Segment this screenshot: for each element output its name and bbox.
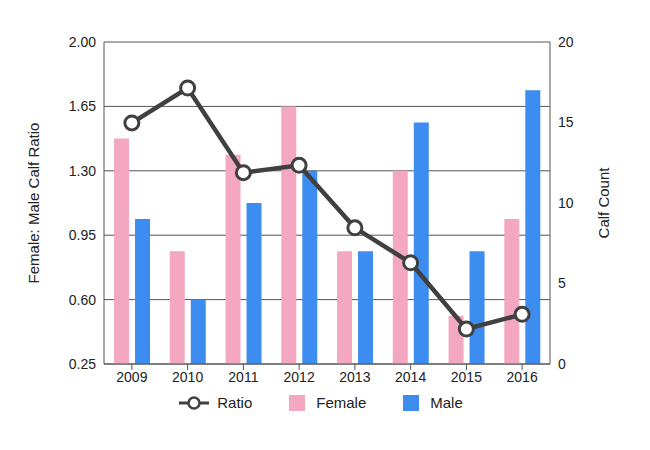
svg-text:2010: 2010 [172, 369, 203, 385]
svg-text:15: 15 [558, 114, 574, 130]
svg-text:2009: 2009 [116, 369, 147, 385]
svg-text:2011: 2011 [228, 369, 258, 385]
svg-text:2.00: 2.00 [69, 34, 96, 50]
svg-text:0: 0 [558, 356, 566, 372]
svg-text:1.30: 1.30 [69, 163, 96, 179]
svg-text:1.65: 1.65 [69, 98, 96, 114]
html-text:Male: Male [430, 394, 463, 411]
html-text:Ratio: Ratio [217, 394, 253, 411]
svg-text:Calf Count: Calf Count [595, 167, 612, 239]
svg-text:20: 20 [558, 34, 574, 50]
svg-text:Female: Male Calf Ratio: Female: Male Calf Ratio [25, 123, 42, 284]
svg-text:2012: 2012 [284, 369, 315, 385]
svg-text:10: 10 [558, 195, 574, 211]
svg-text:2013: 2013 [339, 369, 370, 385]
svg-text:2015: 2015 [451, 369, 482, 385]
svg-text:0.25: 0.25 [69, 356, 96, 372]
svg-text:5: 5 [558, 275, 566, 291]
svg-text:0.60: 0.60 [69, 292, 96, 308]
svg-text:2014: 2014 [395, 369, 426, 385]
html-text:Female: Female [316, 394, 367, 411]
svg-text:2016: 2016 [507, 369, 538, 385]
svg-text:0.95: 0.95 [69, 227, 96, 243]
